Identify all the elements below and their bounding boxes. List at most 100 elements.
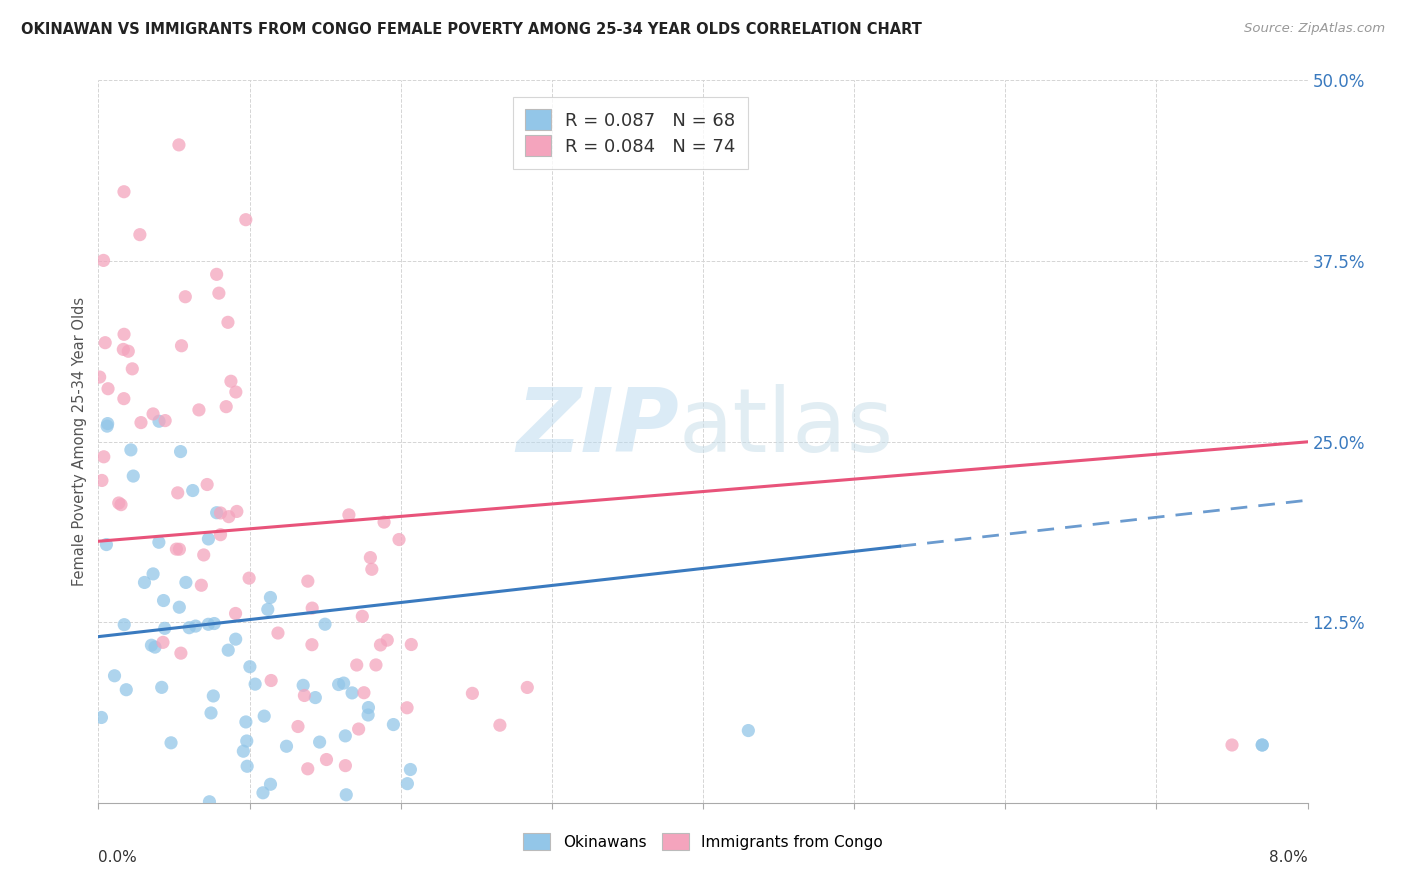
Point (166, 486, 188, 500)
Point (197, 617, 219, 632)
Point (347, 722, 370, 736)
Point (332, 676, 354, 690)
Point (218, 509, 240, 524)
Point (489, 718, 512, 732)
Point (142, 566, 165, 581)
Point (359, 550, 381, 565)
Point (128, 227, 150, 242)
Point (93, 253, 115, 268)
Point (121, 362, 143, 376)
Point (337, 508, 360, 522)
Point (117, 344, 139, 359)
Point (209, 506, 232, 520)
Point (205, 506, 228, 520)
Point (129, 416, 152, 430)
Point (198, 795, 221, 809)
Point (217, 315, 239, 329)
Point (399, 763, 422, 777)
Point (461, 686, 484, 700)
Point (219, 374, 242, 388)
Point (112, 617, 135, 632)
Point (396, 777, 419, 791)
Point (301, 601, 323, 615)
Point (335, 788, 357, 802)
Point (238, 571, 260, 585)
Point (357, 708, 380, 723)
Point (160, 736, 183, 750)
Point (236, 734, 259, 748)
Point (373, 515, 395, 529)
Point (174, 290, 197, 304)
Point (292, 678, 315, 692)
Point (169, 444, 191, 458)
Point (97, 417, 120, 431)
Point (89, 370, 111, 384)
Point (253, 709, 276, 723)
Point (225, 607, 247, 621)
Text: 8.0%: 8.0% (1268, 850, 1308, 864)
Point (235, 212, 257, 227)
Point (737, 723, 759, 738)
Text: ZIP: ZIP (516, 384, 679, 471)
Point (90, 474, 112, 488)
Point (364, 657, 387, 672)
Point (122, 469, 145, 483)
Point (142, 407, 165, 421)
Point (388, 533, 411, 547)
Text: Source: ZipAtlas.com: Source: ZipAtlas.com (1244, 22, 1385, 36)
Point (315, 753, 337, 767)
Point (115, 682, 138, 697)
Point (287, 719, 309, 733)
Point (97, 382, 120, 396)
Point (243, 677, 266, 691)
Point (152, 593, 174, 607)
Point (259, 777, 281, 791)
Point (225, 504, 247, 518)
Point (169, 542, 191, 557)
Point (308, 735, 330, 749)
Point (340, 686, 363, 700)
Point (382, 717, 405, 731)
Point (120, 442, 142, 457)
Point (335, 729, 357, 743)
Point (148, 414, 170, 428)
Point (202, 616, 225, 631)
Point (314, 617, 336, 632)
Point (370, 638, 392, 652)
Point (360, 562, 382, 576)
Y-axis label: Female Poverty Among 25-34 Year Olds: Female Poverty Among 25-34 Year Olds (72, 297, 87, 586)
Point (134, 575, 156, 590)
Point (205, 268, 228, 282)
Point (179, 621, 201, 635)
Point (209, 527, 232, 541)
Text: atlas: atlas (679, 384, 894, 471)
Point (169, 600, 191, 615)
Point (328, 677, 350, 691)
Point (357, 700, 380, 714)
Point (112, 392, 135, 406)
Point (112, 343, 135, 357)
Point (260, 673, 283, 688)
Point (375, 633, 398, 648)
Point (103, 669, 125, 683)
Point (267, 626, 290, 640)
Point (401, 638, 423, 652)
Point (181, 483, 204, 498)
Point (153, 621, 176, 635)
Point (239, 659, 262, 673)
Point (236, 759, 259, 773)
Point (304, 690, 326, 705)
Text: 0.0%: 0.0% (98, 850, 138, 864)
Point (396, 700, 419, 714)
Legend: Okinawans, Immigrants from Congo: Okinawans, Immigrants from Congo (517, 827, 889, 856)
Point (197, 532, 219, 546)
Point (174, 575, 197, 590)
Point (96, 419, 118, 434)
Point (1220, 738, 1243, 752)
Point (352, 609, 374, 624)
Point (112, 327, 135, 342)
Point (90, 710, 112, 724)
Point (215, 400, 238, 414)
Point (190, 578, 212, 592)
Point (152, 635, 174, 649)
